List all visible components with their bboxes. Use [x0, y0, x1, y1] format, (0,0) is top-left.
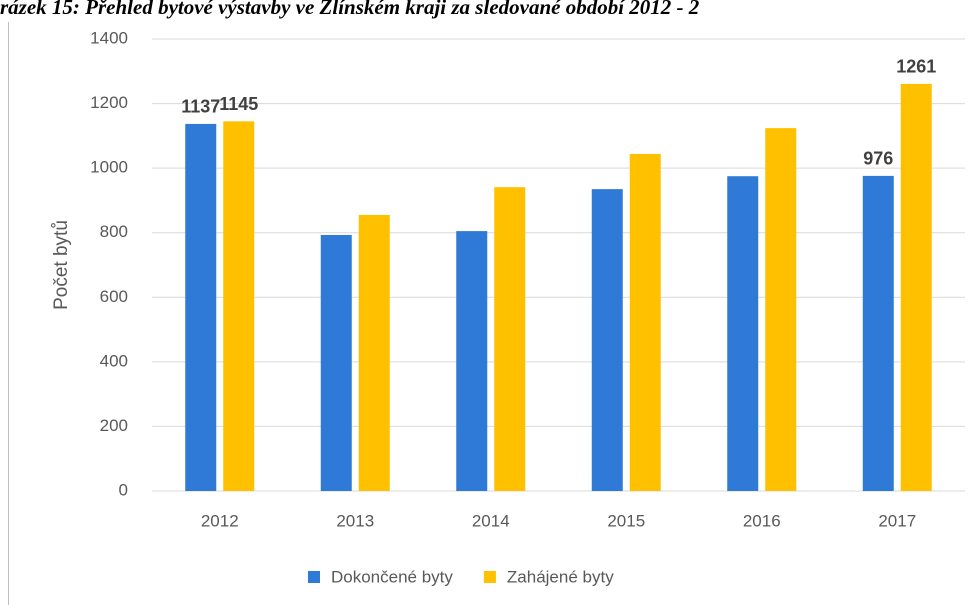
bar	[765, 128, 797, 491]
chart-title: rázek 15: Přehled bytové výstavby ve Zlí…	[0, 0, 700, 19]
data-label: 1145	[219, 94, 258, 114]
data-label: 976	[863, 149, 893, 169]
bar	[223, 121, 255, 491]
legend-swatch	[483, 571, 496, 583]
bar	[358, 214, 390, 491]
data-label: 1261	[896, 57, 936, 77]
bar	[591, 189, 623, 491]
y-tick-label: 800	[100, 222, 128, 241]
bar	[727, 176, 759, 491]
y-tick-label: 1200	[90, 93, 128, 112]
bar	[320, 234, 352, 491]
y-tick-label: 600	[100, 287, 128, 306]
legend-label: Zahájené byty	[507, 567, 614, 586]
x-tick-label: 2016	[743, 511, 781, 530]
x-tick-label: 2013	[336, 511, 374, 530]
bar	[862, 175, 894, 492]
y-tick-label: 1000	[90, 158, 128, 177]
x-tick-label: 2014	[472, 511, 510, 530]
y-tick-label: 200	[100, 416, 128, 435]
legend-swatch	[308, 571, 320, 583]
x-tick-label: 2012	[201, 511, 239, 530]
bar	[629, 153, 661, 492]
y-axis-label: Počet bytů	[51, 220, 72, 310]
bar	[494, 187, 526, 492]
x-tick-label: 2015	[607, 511, 645, 530]
legend-label: Dokončené byty	[331, 567, 453, 586]
data-label: 1137	[181, 97, 220, 117]
x-tick-label: 2017	[878, 511, 916, 530]
y-tick-label: 0	[119, 480, 128, 499]
bar	[900, 83, 932, 492]
y-tick-label: 400	[100, 351, 128, 370]
bar	[456, 231, 488, 491]
y-tick-label: 1400	[90, 28, 128, 47]
bar	[185, 123, 217, 491]
